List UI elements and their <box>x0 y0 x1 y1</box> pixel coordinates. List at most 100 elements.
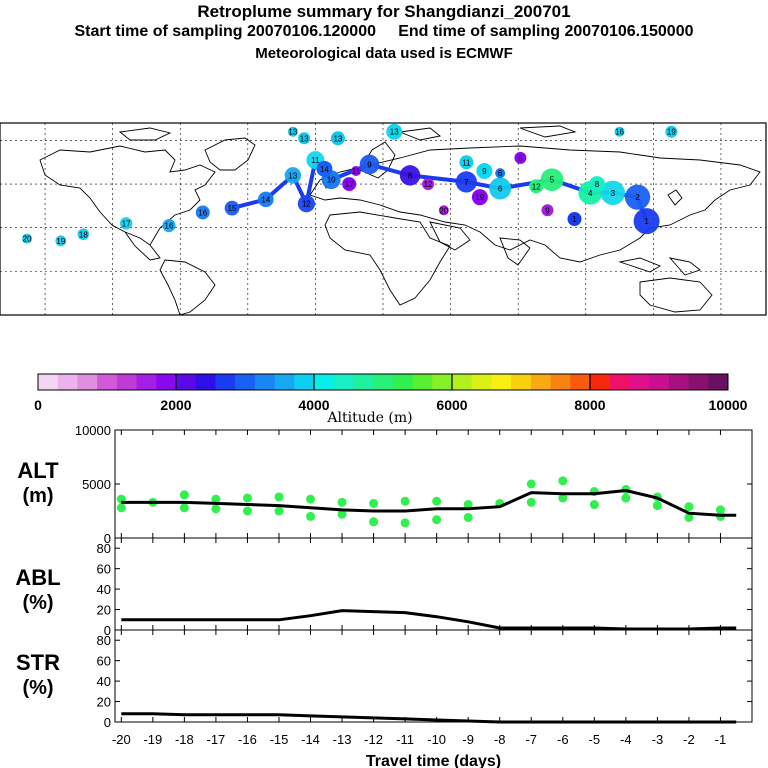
plume-marker <box>514 151 527 164</box>
plume-marker <box>476 163 493 179</box>
scatter-point <box>400 496 410 506</box>
plume-marker <box>422 178 435 191</box>
panel-title: ALT <box>17 458 59 483</box>
series-line <box>121 712 737 724</box>
colorbar-cell <box>97 374 118 390</box>
y-tick-label: 10000 <box>75 423 111 438</box>
colorbar-tick-label: 10000 <box>709 397 748 413</box>
y-tick-label: 60 <box>97 654 111 669</box>
colorbar-cell <box>314 374 335 390</box>
plume-marker <box>162 218 176 233</box>
scatter-point <box>558 493 568 503</box>
scatter-point <box>211 504 221 514</box>
y-tick-label: 80 <box>97 541 111 556</box>
scatter-point <box>337 497 347 507</box>
colorbar-cell <box>629 374 650 390</box>
plume-marker-label: 9 <box>482 167 487 176</box>
plume-marker <box>541 204 554 217</box>
coastlines <box>39 125 761 316</box>
y-tick-label: 5000 <box>82 477 111 492</box>
panel-title: STR <box>16 650 60 675</box>
plume-marker <box>330 131 345 146</box>
colorbar-cell <box>392 374 413 390</box>
colorbar-cell <box>609 374 630 390</box>
colorbar-tick-label: 0 <box>34 397 42 413</box>
plume-marker <box>495 168 506 179</box>
colorbar-cell <box>294 374 315 390</box>
plume-marker-label: 11 <box>311 156 320 165</box>
plume-marker-label: 9 <box>367 160 372 169</box>
colorbar-cell <box>136 374 157 390</box>
colorbar-cell <box>373 374 394 390</box>
plume-marker-label: 19 <box>475 193 484 202</box>
plume-marker-label: 1 <box>572 215 577 224</box>
y-tick-label: 60 <box>97 562 111 577</box>
scatter-point <box>337 509 347 519</box>
y-tick-label: 0 <box>104 531 111 546</box>
plume-marker <box>297 195 315 213</box>
scatter-point <box>274 506 284 516</box>
x-tick-label: -3 <box>652 732 664 747</box>
plume-marker <box>284 167 302 184</box>
colorbar-cell <box>333 374 354 390</box>
x-tick-label: -15 <box>270 732 289 747</box>
plume-marker <box>298 132 311 145</box>
plume-marker-label: 15 <box>228 204 237 213</box>
plume-marker-label: 17 <box>122 219 131 228</box>
colorbar-frame <box>37 373 729 391</box>
colorbar-cell <box>708 374 729 390</box>
plume-marker <box>540 168 564 192</box>
colorbar-cell <box>530 374 551 390</box>
colorbar-cell <box>116 374 137 390</box>
colorbar-tick-label: 8000 <box>574 397 605 413</box>
plume-marker <box>471 189 488 206</box>
plume-marker-label: 2 <box>635 193 640 202</box>
plume-marker <box>386 123 403 140</box>
x-tick-label: -16 <box>238 732 257 747</box>
scatter-point <box>242 493 252 503</box>
x-tick-label: -13 <box>333 732 352 747</box>
colorbar-cell <box>511 374 532 390</box>
plume-marker <box>455 171 477 193</box>
plume-marker <box>77 228 90 241</box>
colorbar-cell <box>254 374 275 390</box>
plume-marker <box>529 179 544 194</box>
scatter-point <box>179 490 189 500</box>
scatter-point <box>211 494 221 504</box>
x-tick-label: -9 <box>462 732 474 747</box>
plume-marker-label: 10 <box>327 176 336 185</box>
scatter-point <box>558 476 568 486</box>
plume-marker <box>119 217 133 230</box>
plume-marker-label: 8 <box>408 171 413 180</box>
colorbar-cell <box>77 374 98 390</box>
scatter-point <box>715 505 725 515</box>
plume-marker-label: 9 <box>545 206 550 215</box>
colorbar-tick-label: 6000 <box>436 397 467 413</box>
plume-marker-label: 16 <box>198 208 207 217</box>
colorbar-cell <box>471 374 492 390</box>
scatter-point <box>116 503 126 513</box>
panel-title: ABL <box>15 565 60 590</box>
colorbar-cell <box>491 374 512 390</box>
chart-title: Retroplume summary for Shangdianzi_20070… <box>197 2 571 21</box>
colorbar-cell <box>38 374 59 390</box>
plume-marker <box>489 177 512 200</box>
plume-marker-label: 4 <box>588 189 593 198</box>
plume-marker-label: 14 <box>261 195 270 204</box>
plume-marker-label: 13 <box>288 171 297 180</box>
plume-marker <box>399 165 421 186</box>
plume-marker-label: 3 <box>611 189 616 198</box>
x-tick-label: -8 <box>494 732 506 747</box>
scatter-point <box>306 511 316 521</box>
plume-marker <box>600 180 625 206</box>
plume-marker-label: 14 <box>320 165 329 174</box>
plume-marker <box>258 191 274 208</box>
colorbar-cell <box>688 374 709 390</box>
scatter-point <box>684 512 694 522</box>
colorbar-cells <box>38 374 729 390</box>
plume-marker-label: 5 <box>550 176 555 185</box>
colorbar-cell <box>570 374 591 390</box>
plume-marker <box>224 200 240 216</box>
